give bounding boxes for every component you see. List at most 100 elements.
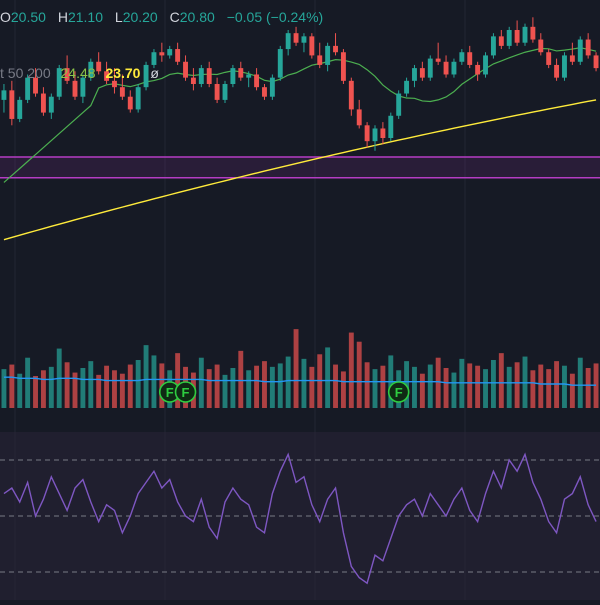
volume-bar [135, 360, 141, 408]
candle-body [269, 77, 275, 97]
candle-body [159, 52, 165, 56]
candle-body [9, 90, 15, 119]
candle-body [48, 96, 54, 113]
volume-bar [340, 371, 346, 408]
candle-body [325, 45, 331, 65]
candle-body [175, 49, 181, 62]
ma50-line [3, 47, 597, 183]
volume-bar [222, 374, 228, 408]
volume-bar [372, 369, 378, 408]
candle-body [80, 77, 86, 97]
candle-body [593, 55, 599, 69]
candle-body [96, 61, 102, 72]
candle-body [364, 125, 370, 142]
ma200-line [3, 99, 597, 241]
volume-bar [419, 373, 425, 408]
candle-body [104, 71, 110, 81]
volume-bar [285, 356, 291, 408]
volume-bar [348, 332, 354, 408]
volume-bar [96, 374, 102, 408]
candle-body [190, 77, 196, 84]
volume-bar [143, 345, 149, 408]
candle-body [443, 61, 449, 75]
volume-bar [309, 366, 315, 408]
volume-bar [48, 366, 54, 408]
volume-bar [269, 366, 275, 408]
candle-body [546, 52, 552, 65]
volume-bar [538, 364, 544, 408]
settings-icon[interactable]: ø [150, 65, 159, 81]
candle-body [285, 33, 291, 50]
event-marker-label: F [395, 385, 403, 400]
candle-body [435, 58, 441, 62]
candle-body [483, 55, 488, 75]
volume-bar [25, 357, 31, 408]
volume-bar [151, 355, 157, 408]
candle-body [135, 87, 141, 110]
candle-body [569, 55, 575, 62]
candle-body [254, 74, 260, 88]
candle-body [183, 61, 188, 78]
volume-bar [364, 362, 370, 408]
candle-body [562, 55, 567, 78]
candle-body [372, 128, 378, 142]
candle-body [206, 68, 212, 84]
volume-bar [119, 373, 125, 408]
ma-legend[interactable]: t 50 200 24.48 23.70 ø [0, 65, 159, 81]
event-marker-f: F [174, 381, 197, 403]
volume-bar [325, 347, 331, 408]
volume-bar [530, 370, 536, 408]
candle-body [167, 49, 173, 56]
close-label: C [169, 9, 180, 25]
volume-bar [577, 357, 583, 408]
ma200-value: 23.70 [105, 65, 141, 81]
candle-body [356, 109, 362, 126]
volume-bar [506, 366, 512, 408]
candle-body [246, 74, 252, 78]
volume-bar [404, 361, 410, 408]
high-value: 21.10 [67, 9, 103, 25]
candle-body [490, 36, 496, 56]
candle-body [33, 77, 38, 94]
candle-body [301, 36, 307, 43]
candle-body [419, 68, 425, 78]
ma-periods: 50 200 [7, 65, 51, 81]
volume-bar [198, 357, 204, 408]
candle-body [198, 68, 204, 84]
candle-body [412, 68, 417, 81]
volume-bar [127, 364, 133, 408]
candle-body [585, 39, 591, 56]
candle-body [554, 64, 560, 78]
event-marker-circle [174, 381, 197, 403]
volume-bar [380, 365, 386, 408]
candle-body [143, 64, 149, 88]
volume-bar [206, 369, 212, 408]
close-value: 20.80 [179, 9, 215, 25]
volume-bar [443, 368, 449, 408]
volume-bar [1, 369, 7, 408]
candle-body [506, 30, 512, 46]
candle-body [40, 93, 46, 113]
candle-body [127, 96, 133, 110]
event-marker-circle [387, 381, 410, 403]
volume-bar [514, 362, 520, 408]
volume-bar [585, 368, 591, 408]
candle-body [514, 30, 520, 43]
event-marker-label: F [182, 385, 190, 400]
candle-body [1, 90, 7, 100]
candle-body [538, 39, 544, 53]
candle-body [388, 115, 394, 138]
volume-bar [569, 373, 575, 408]
volume-bar [435, 357, 441, 408]
high-label: H [57, 9, 68, 25]
open-label: O [0, 9, 11, 25]
volume-bar [427, 364, 433, 408]
volume-ma-line [3, 376, 597, 386]
ma50-value: 24.48 [60, 65, 96, 81]
volume-bar [467, 363, 473, 408]
event-marker-f: F [387, 381, 410, 403]
candle-body [72, 80, 78, 97]
volume-bar [562, 365, 567, 408]
